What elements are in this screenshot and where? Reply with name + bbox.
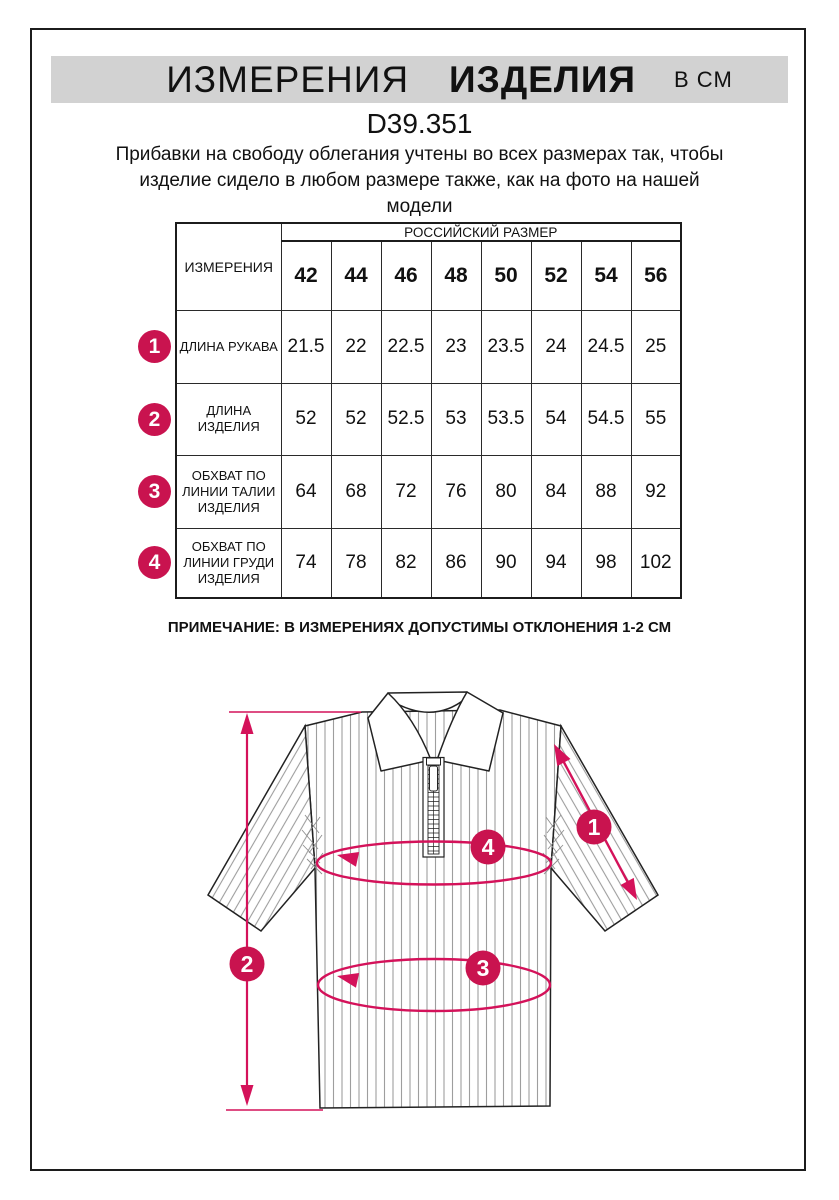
table-row-sleeve-length: ДЛИНА РУКАВА 21.5 22 22.5 23 23.5 24 24.… — [175, 309, 682, 384]
cell-value: 21.5 — [280, 309, 332, 384]
length-arrowhead-up-icon — [240, 713, 254, 734]
fit-description: Прибавки на свободу облегания учтены во … — [115, 144, 724, 217]
cell-value: 64 — [280, 454, 332, 529]
diagram-marker-4-label: 4 — [482, 834, 495, 860]
cell-value: 52.5 — [380, 382, 432, 456]
shirt-left-sleeve — [207, 723, 316, 932]
row-label: ДЛИНА РУКАВА — [175, 309, 282, 384]
tolerance-note: ПРИМЕЧАНИЕ: В ИЗМЕРЕНИЯХ ДОПУСТИМЫ ОТКЛО… — [167, 619, 672, 636]
sleeve-arrowhead-down-icon — [620, 877, 637, 900]
size-50: 50 — [480, 240, 532, 311]
chest-arrowhead-icon — [337, 852, 360, 867]
cell-value: 76 — [430, 454, 482, 529]
sleeve-arrowhead-up-icon — [554, 744, 571, 767]
size-44: 44 — [330, 240, 382, 311]
cell-value: 24.5 — [580, 309, 632, 384]
cell-value: 94 — [530, 527, 582, 599]
cell-value: 82 — [380, 527, 432, 599]
title-units: В СМ — [674, 66, 733, 92]
marker-1-badge: 1 — [138, 330, 171, 363]
marker-4-badge: 4 — [138, 546, 171, 579]
crease-hatching — [301, 814, 565, 875]
diagram-marker-4 — [470, 829, 506, 865]
chest-girth-ellipse — [315, 840, 553, 886]
cell-value: 86 — [430, 527, 482, 599]
col-header-measurements: ИЗМЕРЕНИЯ — [175, 222, 282, 311]
marker-2-badge: 2 — [138, 403, 171, 436]
table-row-chest-girth: ОБХВАТ ПО ЛИНИИ ГРУДИ ИЗДЕЛИЯ 74 78 82 8… — [175, 527, 682, 599]
col-header-russian-size: РОССИЙСКИЙ РАЗМЕР — [280, 222, 682, 242]
diagram-marker-2-label: 2 — [241, 951, 254, 977]
size-52: 52 — [530, 240, 582, 311]
title-bar: ИЗМЕРЕНИЯ ИЗДЕЛИЯ В СМ — [51, 56, 788, 103]
size-header-row: 42 44 46 48 50 52 54 56 — [176, 240, 682, 311]
title-product: ИЗДЕЛИЯ — [449, 58, 637, 100]
cell-value: 102 — [630, 527, 682, 599]
size-56: 56 — [630, 240, 682, 311]
size-54: 54 — [580, 240, 632, 311]
cell-value: 68 — [330, 454, 382, 529]
row-label: ОБХВАТ ПО ЛИНИИ ТАЛИИ ИЗДЕЛИЯ — [175, 454, 282, 529]
cell-value: 98 — [580, 527, 632, 599]
cell-value: 52 — [280, 382, 332, 456]
measurements-table: ИЗМЕРЕНИЯ РОССИЙСКИЙ РАЗМЕР 42 44 46 48 … — [175, 222, 682, 599]
page-border-frame — [30, 28, 806, 1171]
waist-girth-ellipse — [316, 957, 552, 1013]
cell-value: 92 — [630, 454, 682, 529]
diagram-marker-1 — [576, 809, 612, 845]
cell-value: 53.5 — [480, 382, 532, 456]
shirt-body — [304, 709, 562, 1109]
diagram-marker-3 — [465, 950, 501, 986]
cell-value: 72 — [380, 454, 432, 529]
cell-value: 78 — [330, 527, 382, 599]
cell-value: 23 — [430, 309, 482, 384]
cell-value: 52 — [330, 382, 382, 456]
cell-value: 22.5 — [380, 309, 432, 384]
waist-arrowhead-icon — [337, 973, 360, 988]
cell-value: 24 — [530, 309, 582, 384]
diagram-marker-3-label: 3 — [477, 955, 490, 981]
cell-value: 25 — [630, 309, 682, 384]
table-row-waist-girth: ОБХВАТ ПО ЛИНИИ ТАЛИИ ИЗДЕЛИЯ 64 68 72 7… — [175, 454, 682, 529]
measurement-overlay: 1 2 3 4 — [226, 711, 637, 1111]
size-42: 42 — [280, 240, 332, 311]
title-measurements: ИЗМЕРЕНИЯ — [166, 58, 410, 100]
cell-value: 54.5 — [580, 382, 632, 456]
row-label: ДЛИНА ИЗДЕЛИЯ — [175, 382, 282, 456]
diagram-marker-1-label: 1 — [588, 814, 601, 840]
cell-value: 88 — [580, 454, 632, 529]
cell-value: 54 — [530, 382, 582, 456]
cell-value: 22 — [330, 309, 382, 384]
length-arrowhead-down-icon — [240, 1085, 254, 1106]
cell-value: 23.5 — [480, 309, 532, 384]
zipper — [422, 756, 445, 858]
cell-value: 53 — [430, 382, 482, 456]
row-label: ОБХВАТ ПО ЛИНИИ ГРУДИ ИЗДЕЛИЯ — [175, 527, 282, 599]
garment-diagram: 1 2 3 4 — [207, 691, 659, 1111]
cell-value: 55 — [630, 382, 682, 456]
cell-value: 74 — [280, 527, 332, 599]
size-48: 48 — [430, 240, 482, 311]
collar — [367, 691, 504, 772]
table-row-garment-length: ДЛИНА ИЗДЕЛИЯ 52 52 52.5 53 53.5 54 54.5… — [175, 382, 682, 456]
size-46: 46 — [380, 240, 432, 311]
diagram-marker-2 — [229, 946, 265, 982]
product-code: D39.351 — [366, 108, 473, 139]
cell-value: 80 — [480, 454, 532, 529]
cell-value: 90 — [480, 527, 532, 599]
marker-3-badge: 3 — [138, 475, 171, 508]
cell-value: 84 — [530, 454, 582, 529]
